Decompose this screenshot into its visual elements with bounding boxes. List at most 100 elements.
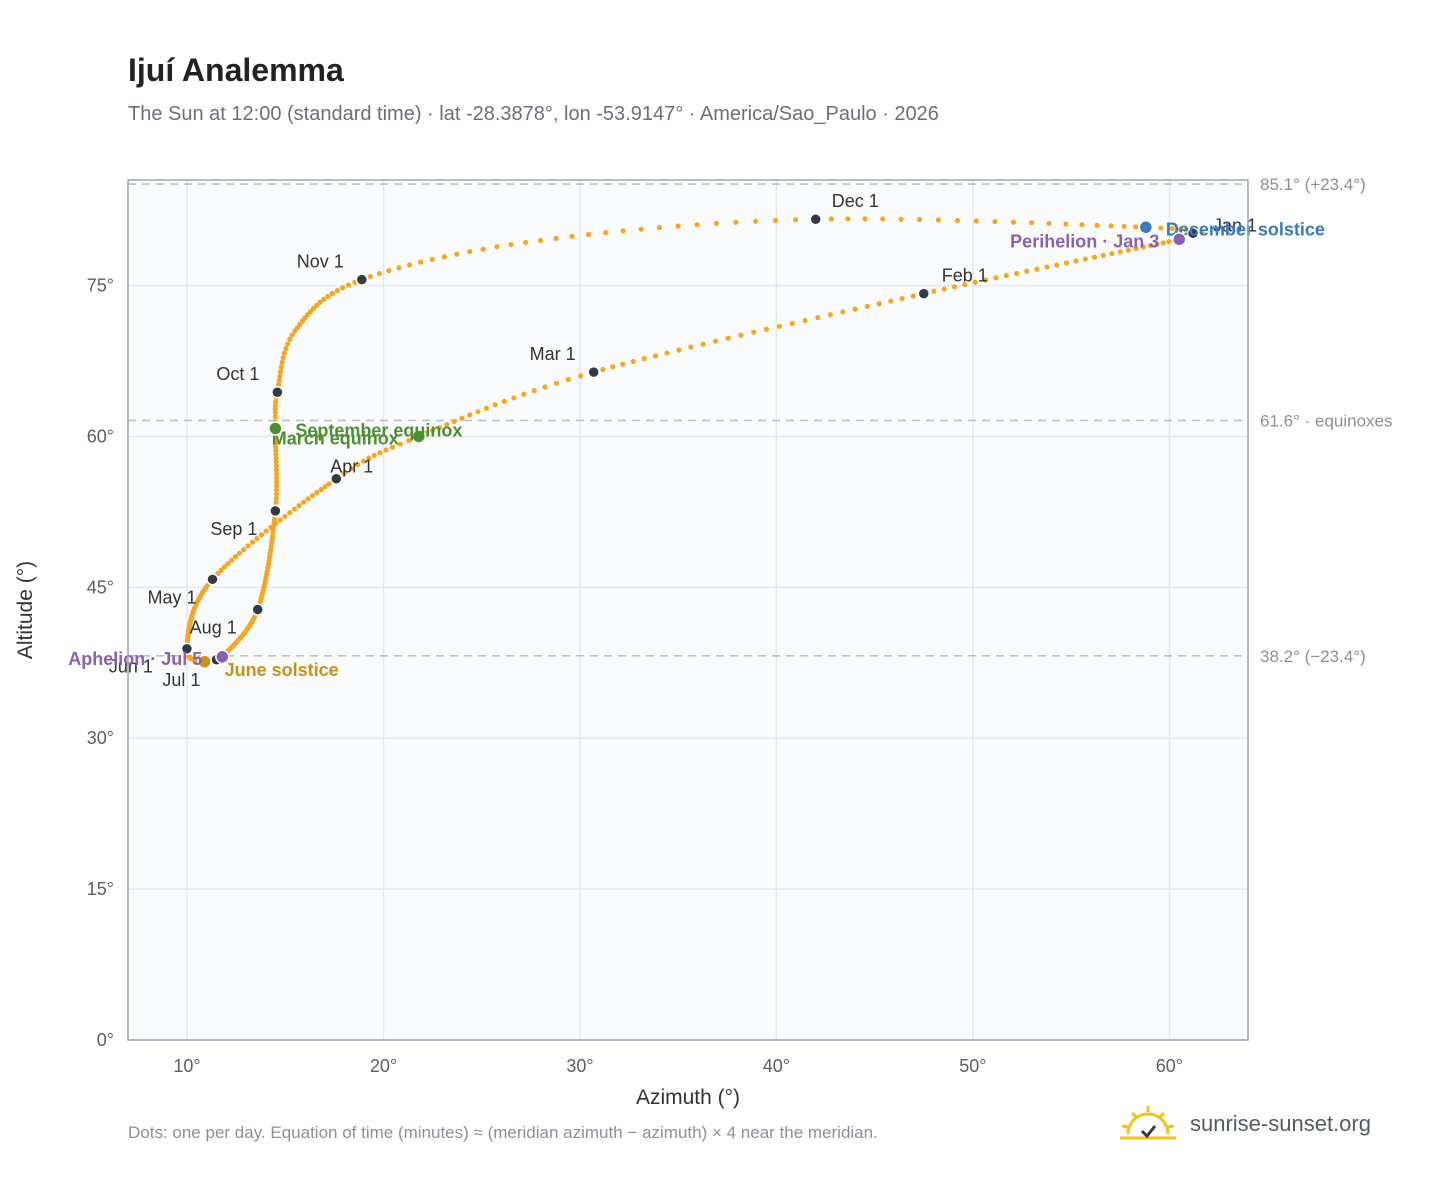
day-dot <box>603 230 609 236</box>
day-dot <box>751 329 757 335</box>
day-dot <box>1125 247 1131 253</box>
day-dot <box>277 373 283 379</box>
day-dot <box>772 217 779 224</box>
day-dot <box>652 353 659 359</box>
y-tick-label: 0° <box>97 1030 114 1050</box>
day-dot <box>815 314 821 321</box>
month-label: Apr 1 <box>330 457 373 477</box>
day-dot <box>254 535 260 542</box>
day-dot <box>862 216 868 222</box>
day-dot <box>326 481 332 487</box>
day-dot <box>531 388 537 394</box>
y-axis-label: Altitude (°) <box>14 561 37 659</box>
day-dot <box>225 561 231 567</box>
month-marker <box>271 385 284 399</box>
event-marker <box>197 654 212 670</box>
day-dot <box>245 543 251 549</box>
day-dot <box>630 358 636 365</box>
day-dot <box>273 491 280 497</box>
day-dot <box>305 496 311 502</box>
day-dot <box>367 273 373 280</box>
month-marker <box>587 365 600 379</box>
day-dot <box>285 341 291 347</box>
day-dot <box>1014 270 1020 277</box>
day-dot <box>280 355 286 361</box>
day-dot <box>620 228 626 234</box>
day-dot <box>852 306 858 312</box>
day-dot <box>229 557 235 563</box>
day-dot <box>475 409 481 415</box>
event-label: September equinox <box>295 420 462 440</box>
day-dot <box>406 438 412 444</box>
day-dot <box>898 216 904 222</box>
day-dot <box>538 237 544 243</box>
month-marker <box>355 273 369 286</box>
day-dot <box>610 364 616 370</box>
day-dot <box>725 335 731 341</box>
day-dot <box>910 293 916 299</box>
day-dot <box>287 336 293 342</box>
day-dot <box>876 301 882 307</box>
month-label: Feb 1 <box>942 266 988 286</box>
day-dot <box>483 405 490 411</box>
event-marker <box>215 649 230 665</box>
day-dot <box>1140 244 1146 250</box>
day-dot <box>390 444 396 450</box>
day-dot <box>620 361 626 367</box>
day-dot <box>1109 250 1115 257</box>
day-dot <box>273 399 279 405</box>
day-dot <box>241 547 247 553</box>
day-dot <box>827 312 833 318</box>
day-dot <box>494 244 500 250</box>
reference-line-label: 38.2° (−23.4°) <box>1260 647 1366 666</box>
day-dot <box>296 503 302 509</box>
day-dot <box>638 226 644 232</box>
day-dot <box>1133 245 1139 252</box>
day-dot <box>992 218 998 225</box>
day-dot <box>753 218 759 224</box>
day-dot <box>277 369 284 375</box>
day-dot <box>569 233 575 240</box>
month-marker <box>206 573 219 586</box>
month-marker <box>251 603 264 616</box>
day-dot <box>274 479 280 485</box>
day-dot <box>291 506 298 512</box>
day-dot <box>355 461 361 468</box>
day-dot <box>1147 242 1153 249</box>
day-dot <box>1010 219 1017 225</box>
day-dot <box>221 564 227 570</box>
day-dot <box>521 391 527 397</box>
x-tick-label: 30° <box>566 1056 593 1076</box>
day-dot <box>341 470 347 476</box>
day-dot <box>1100 252 1106 258</box>
day-dot <box>962 281 968 288</box>
x-tick-label: 20° <box>370 1056 397 1076</box>
day-dot <box>700 341 706 347</box>
day-dot <box>1003 273 1009 279</box>
day-dot <box>1166 238 1172 245</box>
month-marker <box>269 504 282 518</box>
day-dot <box>314 489 320 496</box>
x-tick-label: 40° <box>763 1056 790 1076</box>
day-dot <box>776 323 782 329</box>
day-dot <box>951 284 958 290</box>
day-dot <box>1169 225 1175 232</box>
month-marker <box>917 287 931 300</box>
brand-name: sunrise-sunset.org <box>1190 1111 1371 1136</box>
day-dot <box>283 345 289 352</box>
day-dot <box>972 279 978 285</box>
day-dot <box>501 398 507 404</box>
day-dot <box>273 467 280 473</box>
day-dot <box>396 265 402 271</box>
month-label: Nov 1 <box>297 252 344 272</box>
event-label: March equinox <box>272 428 399 448</box>
day-dot <box>310 305 317 312</box>
day-dot <box>993 275 999 281</box>
x-tick-label: 50° <box>959 1056 986 1076</box>
day-dot <box>282 513 288 519</box>
day-dot <box>1063 221 1069 227</box>
event-label: Perihelion · Jan 3 <box>1010 231 1159 251</box>
month-markers: Jan 1 Feb 1 Mar 1 Apr 1 May 1 Jun 1 Jul 1 Aug 1… <box>109 191 1257 690</box>
day-dot <box>1154 241 1160 247</box>
y-tick-label: 45° <box>87 577 114 597</box>
